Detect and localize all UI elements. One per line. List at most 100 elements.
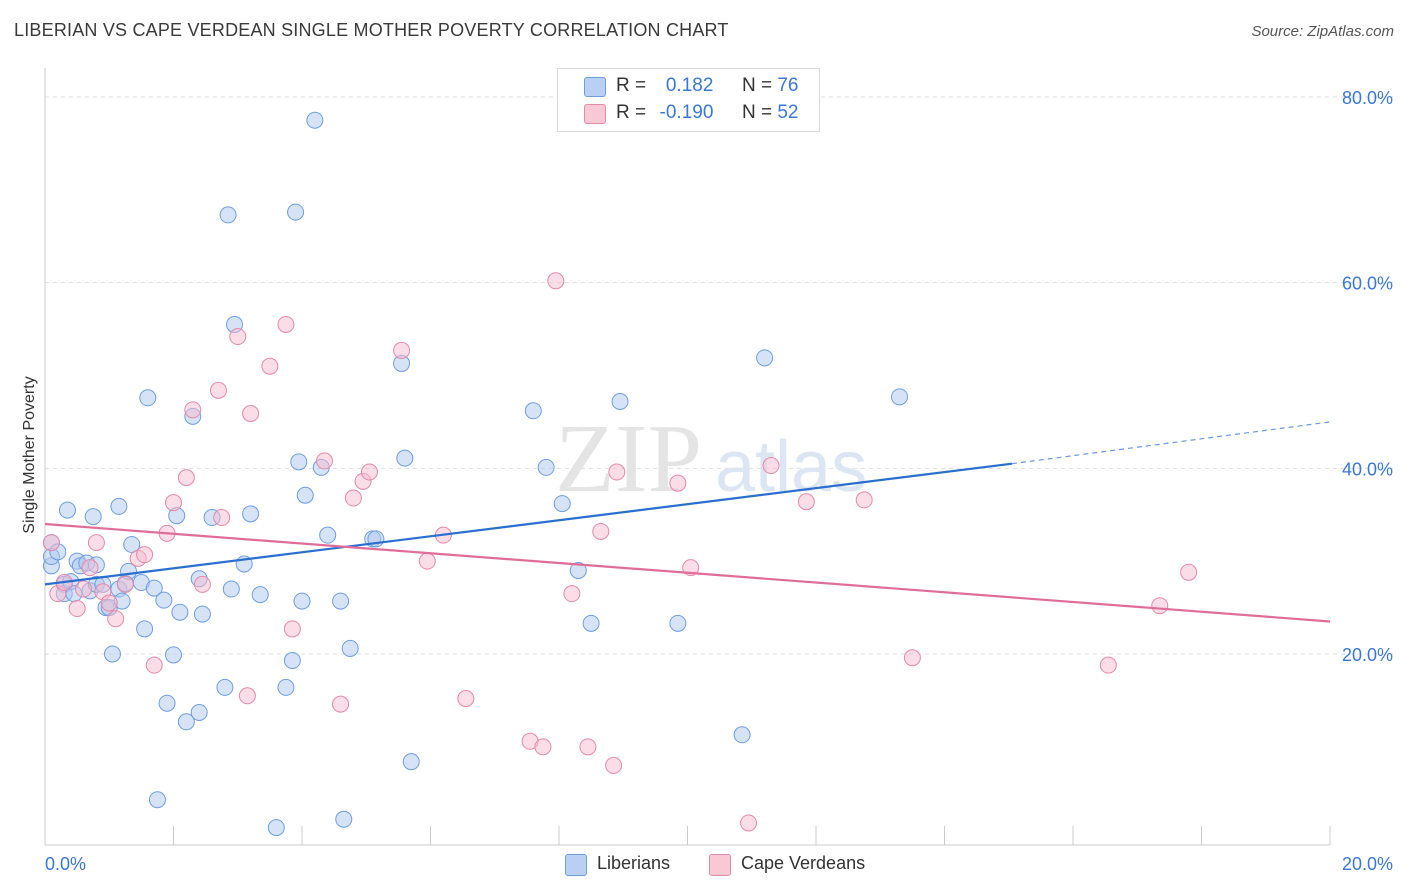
cape-verdeans-point (605, 756, 623, 774)
liberians-point (332, 592, 350, 610)
legend-liberians-text: R = 0.182 N = 76 (616, 75, 798, 97)
cape-verdeans-point (344, 489, 362, 507)
liberians-point (171, 603, 189, 621)
cape-verdeans-point (579, 738, 597, 756)
liberians-point (110, 497, 128, 515)
r-value: 0.182 (665, 75, 714, 96)
liberians-point (145, 579, 163, 597)
liberians-point (669, 614, 687, 632)
liberians-legend-label: Liberians (597, 853, 671, 873)
cape-verdeans-point (75, 580, 93, 598)
liberians-point (84, 508, 102, 526)
cape-verdeans-point (1180, 563, 1198, 581)
cape-verdeans-point (209, 381, 227, 399)
cape-verdeans-point (740, 814, 758, 832)
r-value: -0.190 (659, 102, 714, 123)
cape-verdeans-point (277, 315, 295, 333)
liberians-swatch (584, 77, 606, 97)
cape-verdeans-point (81, 559, 99, 577)
liberians-point (402, 753, 420, 771)
liberians-point (165, 646, 182, 664)
y-tick-label: 40.0% (1342, 459, 1393, 479)
cape-verdeans-point (315, 452, 333, 470)
grid-lines (45, 96, 1393, 655)
liberians-point (158, 694, 176, 712)
liberians-point (251, 586, 269, 604)
liberians-point (306, 111, 324, 129)
liberians-point (222, 580, 240, 598)
liberians-point (293, 592, 311, 610)
n-value: 76 (777, 75, 799, 96)
tick-labels: 20.0% 40.0% 60.0% 80.0% 0.0% 20.0% (45, 88, 1393, 874)
liberians-point (537, 458, 555, 476)
liberians-trend-extension (1011, 421, 1331, 465)
liberians-point (136, 620, 154, 638)
cape-verdeans-point (100, 594, 118, 612)
cape-verdeans-point (165, 494, 182, 512)
cape-verdeans-point (903, 649, 921, 667)
cape-verdeans-swatch (584, 104, 606, 124)
watermark-atlas: atlas (715, 427, 867, 507)
cape-verdeans-legend-swatch (709, 854, 731, 876)
cape-verdeans-point (193, 575, 211, 593)
cape-verdeans-point (116, 575, 134, 593)
liberians-point (396, 449, 414, 467)
x-tick-label-max: 20.0% (1342, 854, 1393, 874)
axes (44, 68, 1331, 846)
cape-verdeans-point (238, 687, 256, 705)
cape-verdeans-point (592, 522, 610, 540)
cape-verdeans-point (42, 534, 60, 552)
cape-verdeans-point (283, 620, 301, 638)
y-tick-label: 60.0% (1342, 274, 1393, 294)
liberians-point (103, 645, 121, 663)
y-tick-label: 20.0% (1342, 645, 1393, 665)
cape-verdeans-point (68, 600, 86, 618)
trend-lines (44, 421, 1331, 623)
x-tick-label-min: 0.0% (45, 854, 86, 874)
liberians-point (283, 651, 301, 669)
liberians-point (190, 703, 208, 721)
cape-verdeans-point (360, 463, 378, 481)
cape-verdeans-point (107, 610, 125, 628)
liberians-point (756, 349, 774, 367)
cape-verdeans-point (87, 534, 105, 552)
y-tick-label: 80.0% (1342, 88, 1393, 108)
liberians-point (58, 501, 76, 519)
cape-verdeans-point (393, 341, 411, 359)
cape-verdeans-point (145, 656, 163, 674)
liberians-point (177, 713, 195, 731)
cape-verdeans-point (1151, 597, 1169, 615)
liberians-point (524, 402, 542, 420)
cape-verdeans-point (261, 357, 279, 375)
liberians-point (569, 561, 587, 579)
r-label: R = (616, 75, 647, 96)
cape-verdeans-point (563, 585, 581, 603)
cape-verdeans-point (332, 695, 350, 713)
liberians-point (319, 526, 337, 544)
cape-verdeans-trend-line (44, 522, 1331, 623)
cape-verdeans-point (855, 491, 873, 509)
cape-verdeans-point (1099, 656, 1117, 674)
cape-verdeans-point (136, 546, 154, 564)
liberians-legend-swatch (565, 854, 587, 876)
watermark: ZIP atlas (555, 405, 867, 513)
liberians-point (287, 203, 305, 221)
liberians-point (296, 486, 314, 504)
cape-verdeans-point (242, 405, 260, 423)
liberians-point (290, 453, 308, 471)
cape-verdeans-point (547, 272, 565, 290)
n-label: N = (741, 75, 773, 96)
liberians-point (155, 591, 173, 609)
cape-verdeans-point (418, 552, 436, 570)
liberians-trend-line (44, 462, 1013, 586)
liberians-point (891, 388, 909, 406)
cape-verdeans-point (213, 509, 231, 527)
liberians-point (148, 791, 166, 809)
liberians-point (341, 639, 359, 657)
source-credit: Source: ZipAtlas.com (1251, 23, 1394, 40)
cape-verdeans-point (762, 457, 780, 475)
cape-verdeans-legend-label: Cape Verdeans (741, 853, 866, 873)
liberians-point (219, 206, 237, 224)
cape-verdeans-point (669, 474, 687, 492)
liberians-point (123, 535, 141, 553)
